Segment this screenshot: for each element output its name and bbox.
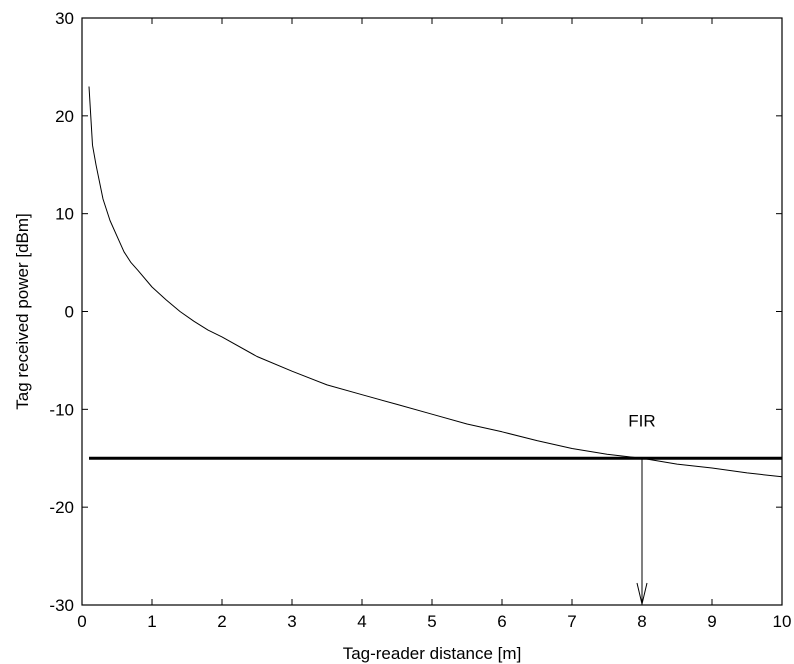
x-tick-label: 6 (497, 612, 506, 631)
y-tick-label: -20 (49, 498, 74, 517)
y-tick-label: 0 (65, 303, 74, 322)
x-tick-label: 3 (287, 612, 296, 631)
y-tick-label: 10 (55, 205, 74, 224)
x-axis-label: Tag-reader distance [m] (343, 644, 522, 663)
y-tick-label: -10 (49, 400, 74, 419)
plot-frame (81, 17, 783, 606)
y-axis-label: Tag received power [dBm] (13, 213, 32, 410)
range-arrow-head (636, 582, 648, 605)
series (88, 86, 783, 478)
y-tick-label: 20 (55, 107, 74, 126)
x-tick-label: 9 (707, 612, 716, 631)
y-tick-label: 30 (55, 9, 74, 28)
x-tick-label: 2 (217, 612, 226, 631)
ticks: 0 1 2 3 4 5 6 7 8 9 10 -30 -20 -10 0 10 20 30 (49, 9, 791, 631)
y-tick-label: -30 (49, 596, 74, 615)
x-tick-label: 1 (147, 612, 156, 631)
x-tick-label: 10 (773, 612, 792, 631)
x-tick-label: 5 (427, 612, 436, 631)
x-tick-label: 8 (637, 612, 646, 631)
x-tick-label: 7 (567, 612, 576, 631)
x-tick-label: 4 (357, 612, 366, 631)
x-tick-label: 0 (77, 612, 86, 631)
axes (81, 17, 783, 606)
fir-annotation-label: FIR (628, 411, 655, 430)
power-curve (88, 86, 783, 478)
annotations (89, 456, 782, 605)
